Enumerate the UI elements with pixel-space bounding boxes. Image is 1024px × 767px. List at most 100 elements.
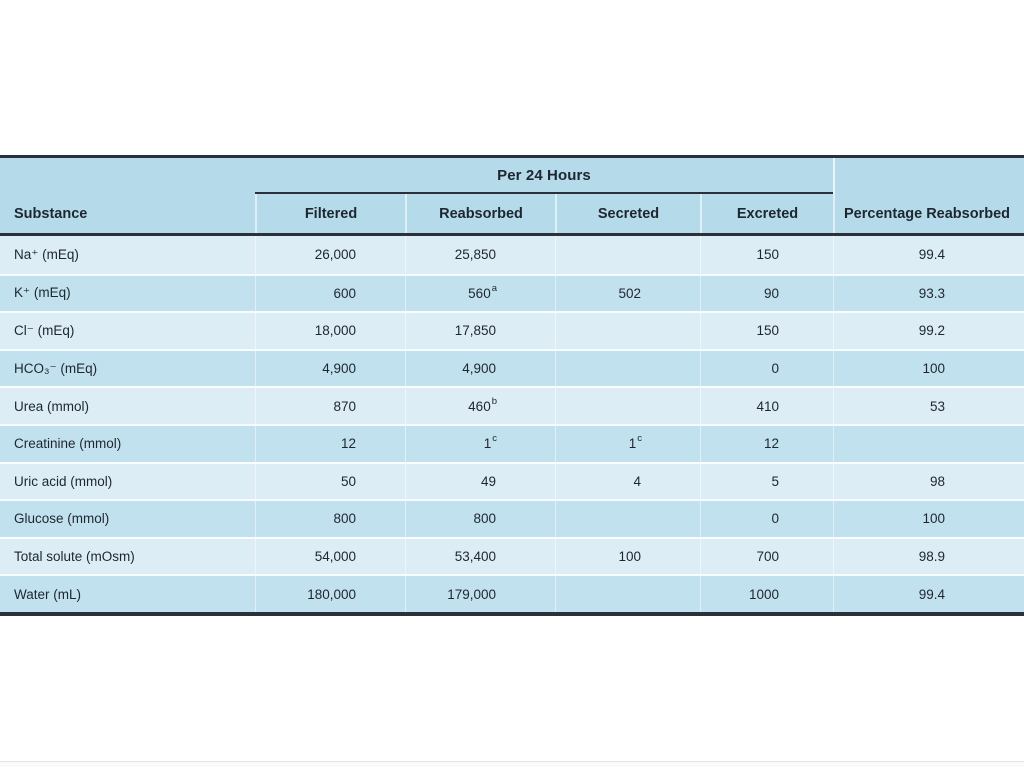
cell-filtered: 12 [255,425,405,462]
cell-value: 560 [468,285,491,301]
cell-excreted: 12 [700,425,833,462]
cell-percentage: 99.4 [833,576,1024,612]
cell-percentage: 99.2 [833,313,1024,349]
cell-reabsorbed: 800 [405,501,555,537]
header-divider-rule [0,233,1024,236]
cell-substance: Creatinine (mmol) [14,436,122,452]
cell-percentage: 100 [833,501,1024,537]
table-row: Cl⁻ (mEq) 18,000 17,850 150 99.2 [0,311,1024,349]
cell-value: 4,900 [462,361,496,377]
cell-value: 1 [628,436,637,452]
column-header-secreted: Secreted [555,194,700,233]
footnote-marker: b [491,395,497,407]
cell-value: 4 [633,473,641,489]
table-row: Total solute (mOsm) 54,000 53,400 100 70… [0,536,1024,575]
cell-substance: Water (mL) [14,586,81,602]
cell-percentage: 53 [833,388,1024,424]
span-header-row: Per 24 Hours [0,158,1024,194]
cell-filtered: 54,000 [255,538,405,575]
cell-substance: Uric acid (mmol) [14,473,113,489]
cell-filtered: 600 [255,275,405,312]
cell-reabsorbed: 49 [405,463,555,500]
cell-value: 25,850 [454,247,496,263]
cell-value: 17,850 [454,323,496,339]
cell-value: 179,000 [447,586,496,602]
cell-percentage: 100 [833,350,1024,387]
column-header-filtered: Filtered [255,194,405,233]
span-header-label: Per 24 Hours [497,166,591,184]
span-header-spacer-right [833,158,1024,194]
cell-excreted: 90 [700,275,833,312]
table-row: HCO₃⁻ (mEq) 4,900 4,900 0 100 [0,348,1024,387]
cell-percentage [833,425,1024,462]
table-row: Uric acid (mmol) 50 49 4 5 98 [0,461,1024,500]
cell-substance: Na⁺ (mEq) [14,246,79,262]
cell-reabsorbed: 4,900 [405,350,555,387]
cell-reabsorbed: 25,850 [405,236,555,274]
column-header-reabsorbed: Reabsorbed [405,194,555,233]
cell-substance: Urea (mmol) [14,398,90,414]
cell-excreted: 5 [700,463,833,500]
cell-excreted: 0 [700,501,833,537]
table-body: Na⁺ (mEq) 26,000 25,850 150 99.4 K⁺ (mEq… [0,236,1024,612]
cell-filtered: 4,900 [255,350,405,387]
table-row: Water (mL) 180,000 179,000 1000 99.4 [0,574,1024,612]
cell-secreted [555,388,700,424]
cell-value: 53,400 [454,549,496,565]
table-bottom-border [0,611,1024,616]
span-header-spacer-left [0,158,255,194]
footnote-marker: a [491,282,497,294]
table-row: Urea (mmol) 870 460 b 410 53 [0,386,1024,424]
cell-value: 100 [618,549,641,565]
cell-excreted: 150 [700,236,833,274]
cell-value: 1 [483,436,492,452]
cell-substance: Cl⁻ (mEq) [14,322,75,338]
cell-filtered: 180,000 [255,576,405,612]
cell-filtered: 26,000 [255,236,405,274]
cell-filtered: 800 [255,501,405,537]
cell-excreted: 150 [700,313,833,349]
table-top-border [0,155,1024,158]
cell-substance: Total solute (mOsm) [14,549,135,565]
cell-excreted: 0 [700,350,833,387]
cell-percentage: 99.4 [833,236,1024,274]
bottom-divider-line [0,761,1024,767]
cell-secreted: 100 [555,538,700,575]
cell-secreted [555,236,700,274]
cell-reabsorbed: 53,400 [405,538,555,575]
cell-reabsorbed: 179,000 [405,576,555,612]
cell-reabsorbed: 460 b [405,388,555,424]
cell-secreted [555,313,700,349]
renal-handling-table: Per 24 Hours Substance Filtered Reabsorb… [0,155,1024,616]
footnote-marker: c [492,433,497,445]
cell-value: 460 [468,398,491,414]
cell-filtered: 18,000 [255,313,405,349]
cell-secreted [555,350,700,387]
column-header-percentage-reabsorbed: Percentage Reabsorbed [833,194,1024,233]
cell-reabsorbed: 560 a [405,275,555,312]
cell-excreted: 1000 [700,576,833,612]
cell-excreted: 410 [700,388,833,424]
cell-secreted: 4 [555,463,700,500]
table-row: Na⁺ (mEq) 26,000 25,850 150 99.4 [0,236,1024,274]
table-row: Glucose (mmol) 800 800 0 100 [0,499,1024,537]
cell-percentage: 93.3 [833,275,1024,312]
table-row: K⁺ (mEq) 600 560 a 502 90 93.3 [0,273,1024,312]
column-header-substance: Substance [14,205,88,222]
cell-substance: Glucose (mmol) [14,511,110,527]
cell-secreted: 502 [555,275,700,312]
cell-excreted: 700 [700,538,833,575]
column-header-row: Substance Filtered Reabsorbed Secreted E… [0,194,1024,233]
footnote-marker: c [637,433,642,445]
cell-percentage: 98.9 [833,538,1024,575]
cell-value: 49 [480,473,496,489]
cell-substance: HCO₃⁻ (mEq) [14,360,98,376]
cell-filtered: 50 [255,463,405,500]
column-header-excreted: Excreted [700,194,833,233]
cell-secreted [555,501,700,537]
cell-secreted [555,576,700,612]
